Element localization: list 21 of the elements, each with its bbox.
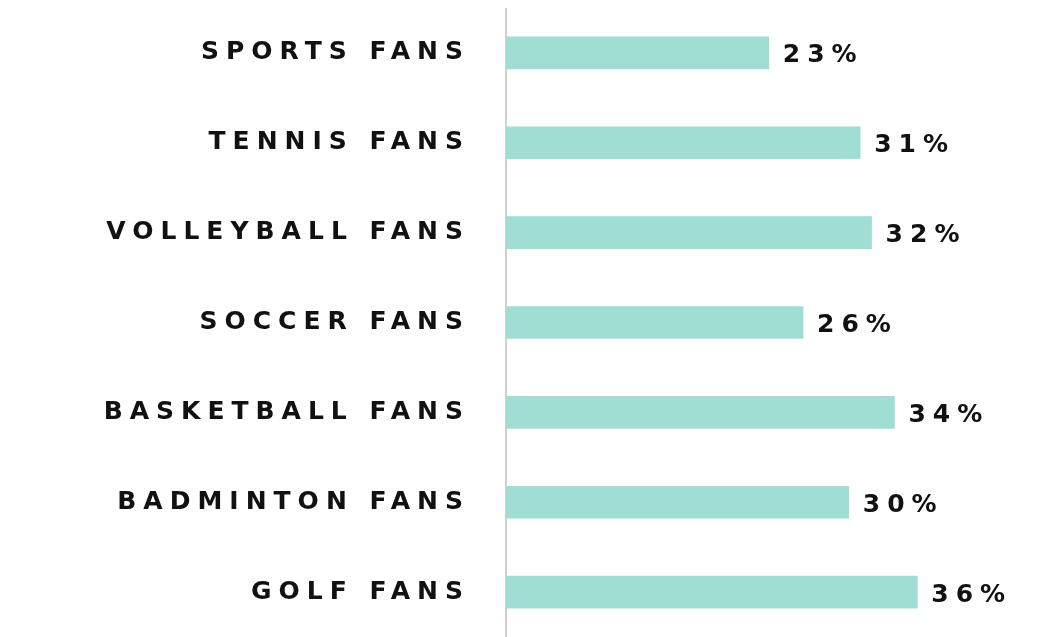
bar [506, 126, 861, 160]
bar [506, 36, 770, 70]
y-tick-label: SPORTS FANS [201, 36, 470, 66]
bar [506, 306, 804, 339]
data-label: 30% [862, 488, 944, 518]
bar [506, 575, 918, 609]
y-tick-label: VOLLEYBALL FANS [106, 216, 470, 246]
data-label: 31% [874, 129, 956, 159]
data-label: 34% [908, 398, 990, 428]
y-tick-label: BASKETBALL FANS [103, 395, 470, 425]
bar [506, 396, 895, 429]
y-tick-label: TENNIS FANS [208, 126, 470, 156]
y-tick-label: SOCCER FANS [199, 306, 470, 335]
data-label: 23% [782, 39, 864, 69]
bar [506, 485, 850, 519]
data-label: 36% [931, 578, 1013, 608]
y-tick-label: BADMINTON FANS [117, 485, 470, 515]
data-label: 26% [817, 309, 898, 338]
data-label: 32% [885, 219, 967, 249]
bar [506, 216, 872, 249]
y-tick-label: GOLF FANS [251, 575, 470, 605]
